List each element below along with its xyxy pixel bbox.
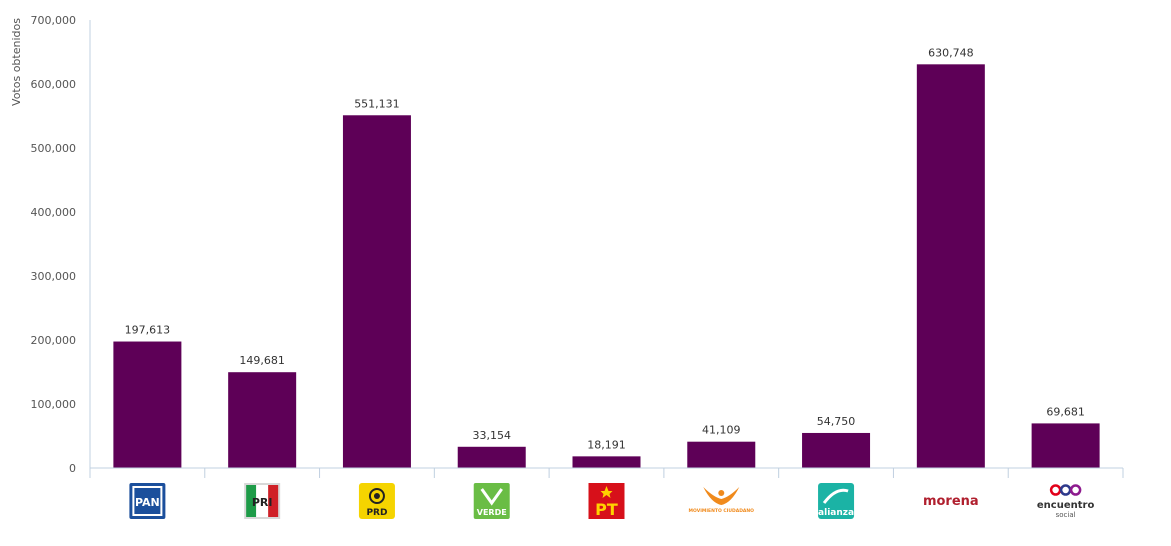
bar-nueva-alianza[interactable] (802, 432, 871, 468)
svg-text:VERDE: VERDE (477, 508, 507, 517)
bar-pri[interactable] (228, 372, 297, 468)
data-label: 41,109 (702, 424, 741, 437)
svg-text:MOVIMIENTO CIUDADANO: MOVIMIENTO CIUDADANO (689, 508, 755, 514)
svg-text:morena: morena (923, 494, 979, 509)
morena-logo-icon: morena (923, 494, 979, 509)
y-tick-label: 300,000 (31, 270, 77, 283)
bar-movimiento-ciudadano[interactable] (687, 441, 756, 468)
bar-pan[interactable] (113, 341, 182, 468)
data-label: 149,681 (239, 354, 285, 367)
bar-encuentro-social[interactable] (1031, 423, 1100, 468)
bar-prd[interactable] (342, 115, 411, 469)
svg-text:encuentro: encuentro (1037, 500, 1095, 511)
prd-logo-icon: PRD (358, 483, 395, 519)
y-tick-label: 100,000 (31, 398, 77, 411)
pri-logo-icon: PRI (244, 483, 281, 519)
data-label: 33,154 (472, 429, 511, 442)
data-label: 630,748 (928, 46, 974, 59)
bar-verde[interactable] (457, 446, 526, 468)
verde-logo-icon: VERDE (473, 483, 510, 519)
nueva-alianza-logo-icon: alianza (818, 483, 854, 519)
data-label: 54,750 (817, 415, 856, 428)
data-label: 18,191 (587, 438, 626, 451)
data-label: 551,131 (354, 97, 400, 110)
svg-text:social: social (1056, 511, 1076, 519)
svg-text:PRI: PRI (252, 496, 273, 509)
y-tick-label: 0 (69, 462, 76, 475)
y-tick-label: 400,000 (31, 206, 77, 219)
svg-text:PT: PT (595, 500, 618, 519)
data-label: 197,613 (125, 324, 171, 337)
bar-pt[interactable] (572, 456, 641, 468)
pt-logo-icon: PT (588, 483, 625, 519)
data-label: 69,681 (1046, 405, 1085, 418)
svg-text:alianza: alianza (818, 508, 854, 518)
y-tick-label: 600,000 (31, 78, 77, 91)
y-axis-title: Votos obtenidos (10, 18, 23, 106)
svg-text:PAN: PAN (135, 496, 160, 509)
y-tick-label: 200,000 (31, 334, 77, 347)
bar-morena[interactable] (916, 64, 985, 468)
svg-text:PRD: PRD (366, 508, 387, 518)
y-tick-label: 700,000 (31, 14, 77, 27)
y-tick-label: 500,000 (31, 142, 77, 155)
pan-logo-icon: PAN (129, 483, 166, 519)
movimiento-ciudadano-logo-icon: MOVIMIENTO CIUDADANO (689, 487, 755, 514)
